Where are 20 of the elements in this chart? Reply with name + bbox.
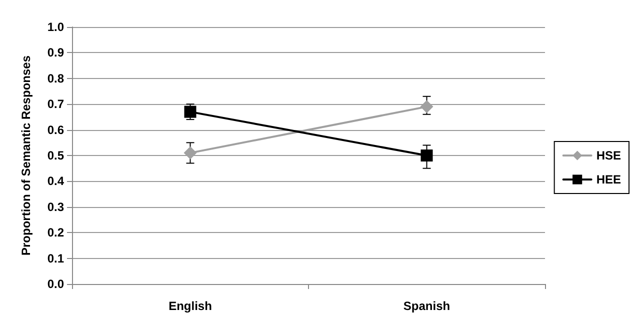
y-tick-label: 0.2 [47,226,64,240]
point [420,100,434,114]
point [184,106,196,118]
y-tick-label: 0.3 [47,200,64,214]
y-tick-label: 0.4 [47,174,64,188]
legend-label: HEE [596,172,622,186]
y-tick-label: 0.1 [47,251,64,266]
y-tick-label: 0.6 [47,122,64,137]
y-tick-label: 0.9 [47,46,64,60]
y-axis-title: Proportion of Semantic Responses [19,55,33,256]
y-tick-label: 0.5 [47,148,64,162]
point [184,146,197,160]
x-tick-label: Spanish [403,299,450,313]
legend-label: HSE [596,148,622,162]
y-tick-label: 1.0 [47,20,64,34]
x-tick-label: English [168,299,212,313]
y-tick-label: 0.0 [47,277,64,291]
point [420,150,433,162]
y-tick-label: 0.7 [47,97,64,112]
y-tick-label: 0.8 [47,71,64,86]
